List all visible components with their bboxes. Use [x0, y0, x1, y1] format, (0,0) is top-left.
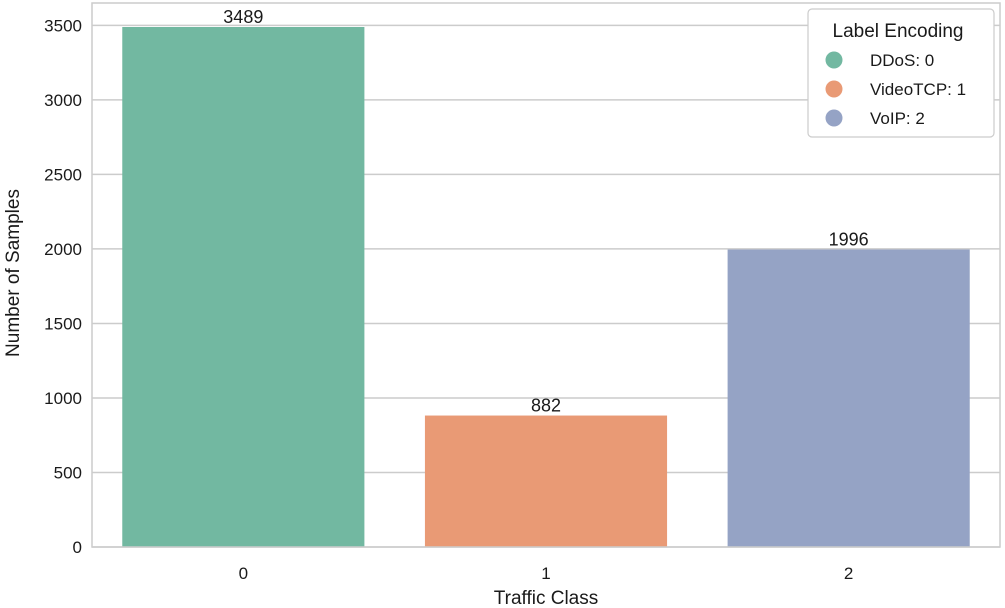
bars: [122, 26, 970, 548]
bar-value-label: 3489: [223, 7, 263, 27]
y-tick-label: 1500: [44, 314, 82, 333]
bar: [727, 249, 970, 547]
bar-value-labels: 3489 882 1996: [223, 7, 868, 416]
legend-marker: [825, 109, 843, 127]
legend-frame: [807, 8, 995, 138]
legend-label: VoIP: 2: [870, 109, 925, 128]
legend-entries: DDoS: 0 VideoTCP: 1 VoIP: 2: [825, 51, 966, 128]
bar: [122, 26, 365, 548]
bar-value-label: 882: [531, 396, 561, 416]
y-tick-label: 0: [73, 538, 82, 557]
y-tick-label: 1000: [44, 389, 82, 408]
x-axis-title: Traffic Class: [494, 588, 599, 608]
legend-label: VideoTCP: 1: [870, 80, 966, 99]
y-tick-labels: 0 500 1000 1500 2000 2500 3000 3500: [44, 16, 82, 557]
y-tick-label: 2500: [44, 165, 82, 184]
x-tick-label: 2: [844, 564, 853, 583]
bar-value-label: 1996: [829, 230, 869, 250]
y-tick-label: 3500: [44, 16, 82, 35]
legend-marker: [825, 51, 843, 69]
plot-frame: [91, 2, 1001, 548]
y-axis-title: Number of Samples: [3, 189, 24, 357]
x-tick-label: 1: [541, 564, 550, 583]
y-tick-label: 2000: [44, 240, 82, 259]
legend-entry: VoIP: 2: [825, 109, 925, 128]
x-tick-label: 0: [239, 564, 248, 583]
legend-label: DDoS: 0: [870, 51, 934, 70]
legend-entry: DDoS: 0: [825, 51, 934, 70]
y-tick-label: 500: [54, 463, 82, 482]
bar: [424, 415, 668, 547]
legend: Label Encoding DDoS: 0 VideoTCP: 1 VoIP: 2: [807, 8, 995, 138]
legend-entry: VideoTCP: 1: [825, 80, 966, 99]
legend-marker: [825, 80, 843, 98]
y-tick-label: 3000: [44, 91, 82, 110]
legend-title: Label Encoding: [833, 21, 964, 42]
x-tick-labels: 0 1 2: [239, 564, 854, 583]
